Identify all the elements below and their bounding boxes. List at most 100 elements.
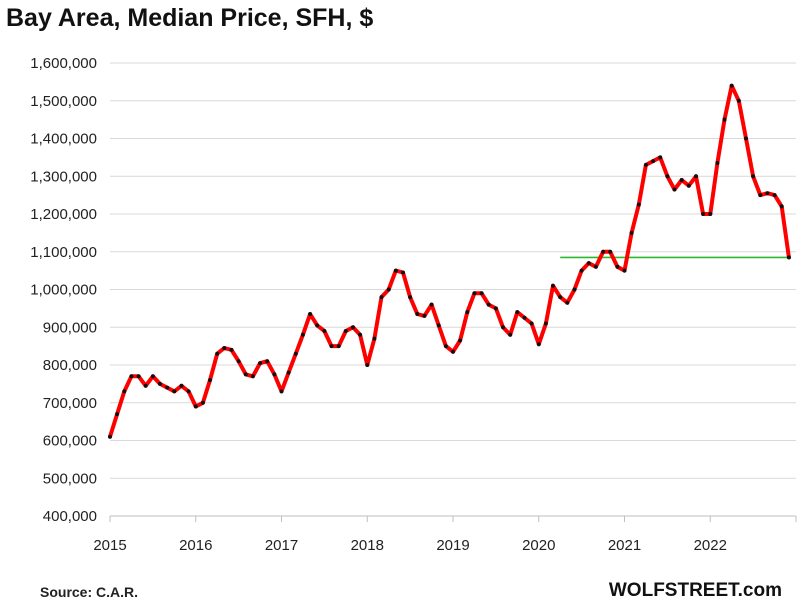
- data-point: [608, 249, 613, 254]
- x-tick-label: 2017: [265, 537, 298, 554]
- data-point: [465, 310, 470, 315]
- y-tick-label: 500,000: [43, 470, 97, 487]
- x-tick-label: 2015: [93, 537, 126, 554]
- data-point: [258, 361, 263, 366]
- data-point: [379, 295, 384, 300]
- chart-title: Bay Area, Median Price, SFH, $: [6, 4, 374, 32]
- y-tick-label: 700,000: [43, 395, 97, 412]
- data-point: [729, 83, 734, 88]
- data-point: [493, 306, 498, 311]
- data-point: [315, 323, 320, 328]
- data-point: [115, 412, 120, 417]
- data-point: [558, 295, 563, 300]
- data-point: [236, 359, 241, 364]
- data-point: [208, 378, 212, 383]
- x-tick-label: 2016: [179, 537, 212, 554]
- data-point: [486, 302, 491, 307]
- data-point: [629, 230, 634, 235]
- data-point: [329, 344, 334, 349]
- data-point: [765, 191, 770, 196]
- y-tick-label: 1,300,000: [30, 168, 97, 185]
- data-point: [672, 187, 677, 192]
- data-point: [165, 385, 170, 390]
- y-tick-label: 900,000: [43, 319, 97, 336]
- data-point: [415, 312, 420, 316]
- data-point: [351, 325, 355, 330]
- data-point: [222, 346, 227, 350]
- data-point: [572, 287, 577, 292]
- data-point: [694, 174, 698, 179]
- data-point: [451, 349, 455, 354]
- data-point: [744, 136, 748, 141]
- data-point: [265, 359, 270, 364]
- data-point: [772, 193, 777, 198]
- data-point: [736, 98, 741, 103]
- data-point: [336, 344, 341, 349]
- data-point: [479, 291, 484, 296]
- data-point: [386, 287, 391, 292]
- data-point: [551, 283, 555, 288]
- gridlines: [110, 62, 796, 517]
- y-axis-ticks: 400,000 500,000 600,000 700,000 800,000 900,0…: [30, 55, 97, 525]
- data-point: [751, 174, 756, 179]
- data-point: [472, 291, 477, 296]
- data-point: [372, 336, 377, 341]
- source-note: Source: C.A.R.: [40, 584, 139, 600]
- y-tick-label: 400,000: [43, 508, 97, 525]
- data-point: [122, 389, 127, 394]
- data-point: [436, 323, 441, 328]
- x-tick-label: 2021: [608, 537, 641, 554]
- data-point: [686, 183, 691, 188]
- y-tick-label: 1,500,000: [30, 93, 97, 110]
- series-group: [108, 83, 791, 439]
- data-point: [679, 178, 684, 182]
- y-tick-label: 1,100,000: [30, 244, 97, 261]
- x-tick-label: 2022: [694, 537, 727, 554]
- data-point: [179, 383, 184, 388]
- data-point: [422, 313, 427, 318]
- data-point: [651, 159, 656, 164]
- data-point: [658, 155, 663, 160]
- x-tick-label: 2020: [522, 537, 555, 554]
- data-point: [215, 351, 220, 356]
- data-point: [593, 264, 598, 269]
- y-tick-label: 1,200,000: [30, 206, 97, 223]
- data-point: [701, 212, 706, 216]
- data-point: [636, 202, 641, 207]
- data-point: [322, 329, 327, 333]
- data-point: [129, 374, 134, 379]
- data-point: [429, 302, 434, 307]
- data-point: [229, 347, 234, 352]
- brand-watermark: WOLFSTREET.com: [608, 580, 782, 601]
- data-point: [150, 374, 155, 379]
- data-point: [622, 268, 627, 273]
- data-point: [536, 342, 541, 347]
- data-point: [343, 329, 348, 333]
- data-point: [243, 372, 248, 377]
- data-point: [515, 310, 520, 315]
- y-tick-label: 1,400,000: [30, 131, 97, 148]
- data-point: [758, 193, 763, 198]
- data-point: [300, 332, 305, 337]
- data-point: [779, 204, 784, 209]
- data-point: [508, 332, 513, 337]
- data-point: [665, 174, 670, 179]
- data-point: [272, 372, 277, 377]
- y-tick-label: 600,000: [43, 433, 97, 450]
- x-tick-label: 2019: [436, 537, 469, 554]
- data-point: [601, 249, 606, 254]
- data-point: [501, 325, 505, 330]
- data-point: [158, 381, 162, 386]
- data-point: [200, 400, 205, 405]
- data-point: [286, 370, 291, 375]
- data-point: [708, 212, 713, 216]
- data-point: [393, 268, 398, 273]
- data-point: [786, 255, 791, 260]
- data-point: [715, 161, 720, 165]
- y-tick-label: 1,000,000: [30, 282, 97, 299]
- data-point: [108, 434, 112, 439]
- data-point: [250, 374, 255, 379]
- data-point: [458, 338, 463, 343]
- data-point: [193, 404, 198, 409]
